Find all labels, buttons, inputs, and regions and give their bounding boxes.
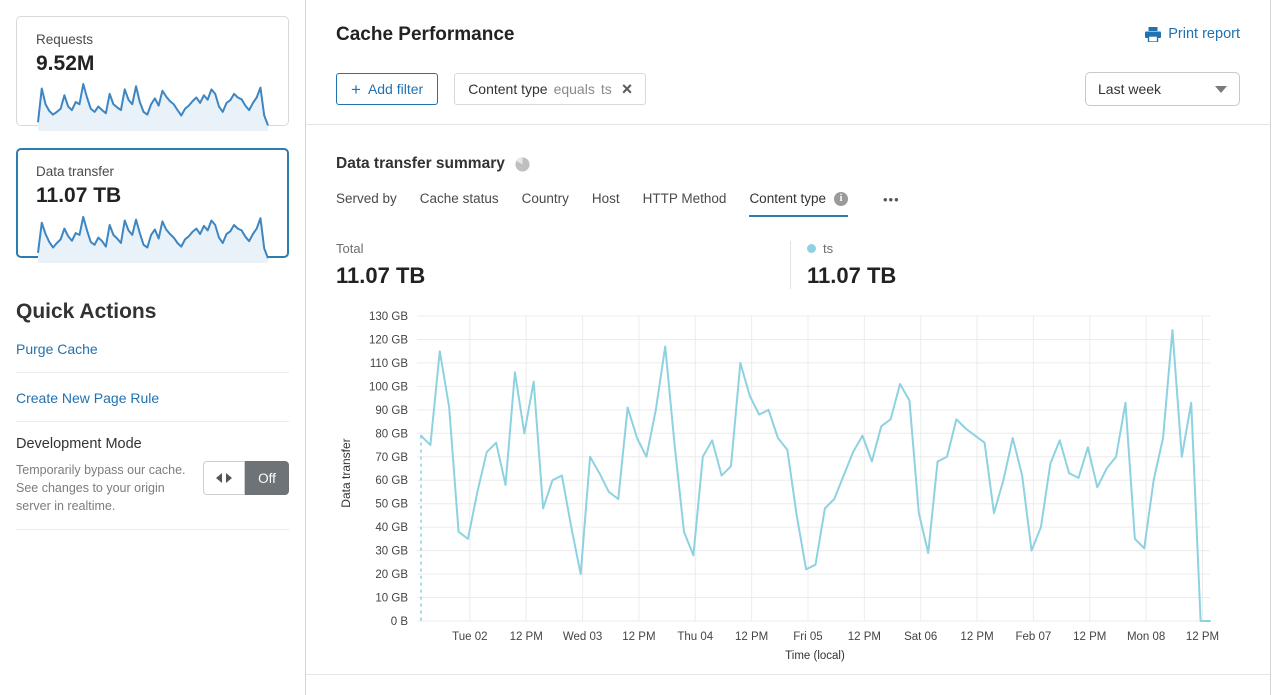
filter-chip-operator: equals bbox=[553, 81, 595, 97]
add-filter-label: Add filter bbox=[367, 81, 424, 97]
svg-text:20 GB: 20 GB bbox=[375, 569, 408, 581]
ts-legend-label[interactable]: ts bbox=[823, 241, 834, 256]
svg-text:80 GB: 80 GB bbox=[375, 428, 408, 440]
divider bbox=[306, 124, 1270, 125]
print-report-label: Print report bbox=[1168, 26, 1240, 42]
total-value: 11.07 TB bbox=[336, 263, 426, 288]
development-mode-description: Temporarily bypass our cache. See change… bbox=[16, 463, 186, 513]
summary-dimension-tabs: Served by Cache status Country Host HTTP… bbox=[336, 191, 1240, 217]
purge-cache-link[interactable]: Purge Cache bbox=[16, 341, 98, 357]
svg-text:Time (local): Time (local) bbox=[785, 650, 845, 662]
content-type-filter-chip[interactable]: Content type equals ts × bbox=[454, 73, 647, 105]
svg-text:12 PM: 12 PM bbox=[1186, 631, 1219, 643]
svg-text:12 PM: 12 PM bbox=[622, 631, 655, 643]
create-page-rule-link[interactable]: Create New Page Rule bbox=[16, 390, 160, 406]
svg-text:12 PM: 12 PM bbox=[1073, 631, 1106, 643]
requests-card-label: Requests bbox=[36, 32, 94, 47]
requests-card-value: 9.52M bbox=[36, 52, 95, 75]
tab-cache-status[interactable]: Cache status bbox=[419, 191, 499, 206]
loading-pie-icon bbox=[515, 156, 530, 172]
svg-text:Thu 04: Thu 04 bbox=[677, 631, 713, 643]
svg-text:50 GB: 50 GB bbox=[375, 499, 408, 511]
development-mode-section: Development Mode Temporarily bypass our … bbox=[16, 436, 289, 515]
svg-text:Fri 05: Fri 05 bbox=[793, 631, 822, 643]
svg-text:90 GB: 90 GB bbox=[375, 405, 408, 417]
svg-text:12 PM: 12 PM bbox=[960, 631, 993, 643]
divider bbox=[16, 421, 289, 422]
svg-text:60 GB: 60 GB bbox=[375, 475, 408, 487]
ts-series-value: 11.07 TB bbox=[807, 263, 897, 288]
svg-text:Tue 02: Tue 02 bbox=[452, 631, 487, 643]
divider bbox=[306, 674, 1270, 675]
svg-text:Sat 06: Sat 06 bbox=[904, 631, 937, 643]
svg-text:Mon 08: Mon 08 bbox=[1127, 631, 1165, 643]
svg-text:40 GB: 40 GB bbox=[375, 522, 408, 534]
toggle-state-label: Off bbox=[245, 461, 289, 495]
svg-text:12 PM: 12 PM bbox=[735, 631, 768, 643]
info-icon[interactable]: i bbox=[834, 191, 848, 206]
svg-text:70 GB: 70 GB bbox=[375, 452, 408, 464]
time-range-select[interactable]: Last week bbox=[1085, 72, 1240, 106]
remove-filter-icon[interactable]: × bbox=[621, 79, 633, 99]
data-transfer-card-value: 11.07 TB bbox=[36, 184, 122, 207]
more-tabs-icon[interactable]: ••• bbox=[883, 192, 900, 207]
svg-text:130 GB: 130 GB bbox=[369, 311, 408, 323]
data-transfer-sparkline-chart bbox=[37, 215, 269, 263]
page-title: Cache Performance bbox=[336, 24, 515, 45]
time-range-value: Last week bbox=[1098, 81, 1162, 97]
ts-legend-dot-icon bbox=[807, 244, 816, 253]
svg-text:12 PM: 12 PM bbox=[848, 631, 881, 643]
divider bbox=[16, 529, 289, 530]
svg-text:10 GB: 10 GB bbox=[375, 593, 408, 605]
filter-chip-field: Content type bbox=[468, 81, 548, 97]
tab-content-type[interactable]: Content type i bbox=[749, 191, 848, 217]
tab-served-by[interactable]: Served by bbox=[336, 191, 397, 206]
svg-text:120 GB: 120 GB bbox=[369, 334, 408, 346]
add-filter-button[interactable]: + Add filter bbox=[336, 73, 439, 105]
svg-text:12 PM: 12 PM bbox=[510, 631, 543, 643]
tab-http-method[interactable]: HTTP Method bbox=[642, 191, 727, 206]
svg-text:Feb 07: Feb 07 bbox=[1016, 631, 1052, 643]
main-panel: Cache Performance Print report + Add fil… bbox=[306, 0, 1271, 695]
total-stat: Total 11.07 TB bbox=[336, 241, 790, 289]
svg-text:Data transfer: Data transfer bbox=[339, 438, 353, 507]
svg-text:30 GB: 30 GB bbox=[375, 546, 408, 558]
svg-text:0 B: 0 B bbox=[391, 616, 409, 628]
development-mode-toggle[interactable]: Off bbox=[203, 461, 289, 495]
requests-sparkline-chart bbox=[37, 83, 269, 131]
plus-icon: + bbox=[351, 79, 361, 99]
filter-chip-value: ts bbox=[600, 81, 612, 97]
development-mode-title: Development Mode bbox=[16, 436, 142, 452]
divider bbox=[16, 372, 289, 373]
printer-icon bbox=[1145, 26, 1162, 42]
metrics-sidebar: Requests 9.52M Data transfer 11.07 TB Qu… bbox=[0, 0, 306, 695]
data-transfer-chart: 0 B 10 GB 20 GB 30 GB 40 GB 50 GB 60 GB 70 GB 80… bbox=[336, 303, 1240, 674]
ts-series-stat: ts 11.07 TB bbox=[790, 241, 896, 289]
svg-text:100 GB: 100 GB bbox=[369, 381, 408, 393]
total-label: Total bbox=[336, 241, 364, 256]
svg-text:Wed 03: Wed 03 bbox=[563, 631, 602, 643]
line-chart-svg: 0 B 10 GB 20 GB 30 GB 40 GB 50 GB 60 GB 70 GB 80… bbox=[339, 311, 1219, 662]
toggle-arrows-icon bbox=[203, 461, 245, 495]
data-transfer-card-label: Data transfer bbox=[36, 164, 115, 179]
svg-text:110 GB: 110 GB bbox=[370, 358, 408, 370]
quick-actions-title: Quick Actions bbox=[16, 300, 157, 323]
print-report-link[interactable]: Print report bbox=[1145, 26, 1240, 42]
requests-metric-card[interactable]: Requests 9.52M bbox=[16, 16, 289, 131]
tab-country[interactable]: Country bbox=[521, 191, 569, 206]
chevron-down-icon bbox=[1215, 85, 1227, 93]
data-transfer-metric-card[interactable]: Data transfer 11.07 TB bbox=[16, 148, 289, 263]
summary-title: Data transfer summary bbox=[336, 155, 505, 172]
tab-host[interactable]: Host bbox=[591, 191, 620, 206]
